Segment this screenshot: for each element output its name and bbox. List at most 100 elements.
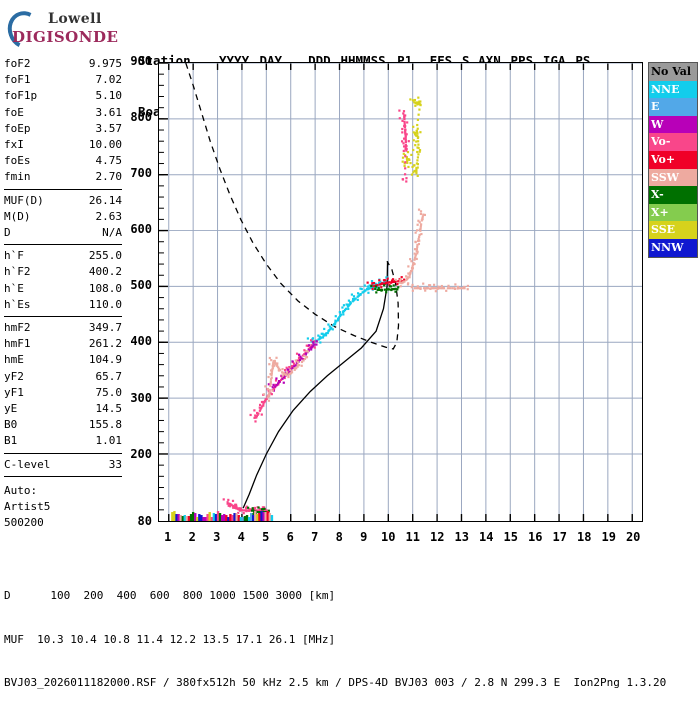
param-row-foE: foE 3.61 xyxy=(4,105,122,121)
param-row-foEs: foEs 4.75 xyxy=(4,153,122,169)
param-value: 26.14 xyxy=(88,193,122,207)
param-key: MUF(D) xyxy=(4,193,44,207)
x-axis-tick-11: 11 xyxy=(405,530,420,544)
param-key: B1 xyxy=(4,434,18,448)
legend-item-nne[interactable]: NNE xyxy=(649,80,697,99)
legend-item-e[interactable]: E xyxy=(649,98,697,116)
param-key: foF2 xyxy=(4,57,31,70)
ionogram-parameter-panel: foF2 9.975 foF1 7.02 foF1p 5.10 foE 3.61 foEp 3.5… xyxy=(4,56,122,531)
ionogram-plot-area[interactable] xyxy=(158,62,643,522)
param-key: foF1p xyxy=(4,89,38,103)
x-axis-tick-8: 8 xyxy=(335,530,343,544)
x-axis-tick-2: 2 xyxy=(188,530,196,544)
param-row-hmF1: hmF1 261.2 xyxy=(4,336,122,352)
param-value: 3.61 xyxy=(95,105,123,119)
legend-item-sse[interactable]: SSE xyxy=(649,221,697,239)
param-key: h`F xyxy=(4,249,24,263)
trace-F1-cusp-SSW xyxy=(262,350,310,402)
x-axis-tick-18: 18 xyxy=(576,530,592,544)
trace-MUF-curve xyxy=(185,63,400,350)
legend-item-w[interactable]: W xyxy=(649,115,697,134)
param-value: N/A xyxy=(102,226,122,240)
x-axis-tick-6: 6 xyxy=(286,530,294,544)
param-key: h`Es xyxy=(4,297,31,311)
plot-data-traces xyxy=(171,63,470,521)
param-row-B1: B1 1.01 xyxy=(4,433,122,449)
param-value: 255.0 xyxy=(88,249,122,263)
param-value: 108.0 xyxy=(88,281,122,295)
x-axis-tick-16: 16 xyxy=(527,530,543,544)
x-axis-tick-20: 20 xyxy=(625,530,641,544)
param-key: h`F2 xyxy=(4,265,31,279)
param-row-Clevel: C-level 33 xyxy=(4,457,122,473)
param-key: yF1 xyxy=(4,385,24,399)
param-row-foF2: foF2 9.975 xyxy=(4,56,122,72)
param-key: foF1 xyxy=(4,73,31,87)
param-value: 65.7 xyxy=(95,369,123,383)
param-value: 155.8 xyxy=(88,418,122,432)
param-value: 104.9 xyxy=(88,353,122,367)
y-axis-tick-600: 600 xyxy=(130,222,152,237)
param-row-MD: M(D) 2.63 xyxy=(4,209,122,225)
param-row-fxI: fxI 10.00 xyxy=(4,137,122,153)
x-axis-tick-14: 14 xyxy=(478,530,494,544)
lowell-digisonde-logo: Lowell DIGISONDE xyxy=(2,6,126,54)
x-axis-tick-12: 12 xyxy=(430,530,445,544)
y-axis-tick-200: 200 xyxy=(130,446,152,461)
bottom-frequency-markers xyxy=(171,511,274,521)
param-row-hEs: h`Es 110.0 xyxy=(4,297,122,313)
trace-E-region-spread xyxy=(222,498,270,515)
footer-distance-row: D 100 200 400 600 800 1000 1500 3000 [km… xyxy=(4,589,336,602)
param-row-hmF2: hmF2 349.7 xyxy=(4,320,122,336)
y-axis-tick-80: 80 xyxy=(137,514,152,528)
param-value: 110.0 xyxy=(88,297,122,311)
param-value: 10.00 xyxy=(88,138,122,152)
param-value: 14.5 xyxy=(95,402,123,416)
param-divider xyxy=(4,188,122,190)
legend-item-x-[interactable]: X- xyxy=(649,186,697,204)
param-value: 3.57 xyxy=(95,121,123,135)
legend-item-vo-[interactable]: Vo- xyxy=(649,133,697,151)
param-row-fmin: fmin 2.70 xyxy=(4,169,122,185)
x-axis-tick-17: 17 xyxy=(552,530,567,544)
param-row-foF1p: foF1p 5.10 xyxy=(4,88,122,104)
param-row-foF1: foF1 7.02 xyxy=(4,72,122,88)
trace-artifact-row-500km xyxy=(406,282,470,293)
x-axis-tick-15: 15 xyxy=(503,530,518,544)
param-key: fxI xyxy=(4,138,24,152)
y-axis-tick-500: 500 xyxy=(130,278,152,293)
legend-item-no-val[interactable]: No Val xyxy=(649,63,697,81)
footer-info: D 100 200 400 600 800 1000 1500 3000 [km… xyxy=(4,560,666,705)
legend-item-x-[interactable]: X+ xyxy=(649,203,697,222)
param-key: M(D) xyxy=(4,209,31,223)
legend-item-vo-[interactable]: Vo+ xyxy=(649,150,697,169)
param-divider xyxy=(4,452,122,454)
param-value: 4.75 xyxy=(95,154,123,168)
y-axis-tick-400: 400 xyxy=(130,334,152,349)
param-divider xyxy=(4,475,122,477)
param-key: B0 xyxy=(4,418,18,432)
footer-file-row: BVJ03_2026011182000.RSF / 380fx512h 50 k… xyxy=(4,676,667,689)
logo-lowell-text: Lowell xyxy=(48,11,102,27)
param-key: foEp xyxy=(4,121,31,135)
param-key: hmF2 xyxy=(4,321,31,335)
param-key: foE xyxy=(4,105,24,119)
trace-true-height-profile xyxy=(242,261,389,509)
legend-item-ssw[interactable]: SSW xyxy=(649,168,697,187)
polarization-direction-legend[interactable]: No Val NNE E W Vo- Vo+ SSW X- X+ SSE NNW xyxy=(648,62,698,258)
trace-high-altitude-noise-pink xyxy=(398,109,410,183)
param-row-B0: B0 155.8 xyxy=(4,417,122,433)
param-value: 2.63 xyxy=(95,209,123,223)
trace-F2-upper-branch-SSW xyxy=(394,208,426,288)
auto-line: Artist5 xyxy=(4,500,51,514)
y-axis-tick-300: 300 xyxy=(130,390,152,405)
legend-item-nnw[interactable]: NNW xyxy=(649,238,697,257)
trace-x-trace-X- xyxy=(370,284,400,294)
param-value: 400.2 xyxy=(88,265,122,279)
param-row-yF2: yF2 65.7 xyxy=(4,369,122,385)
param-key: D xyxy=(4,226,11,240)
param-value: 75.0 xyxy=(95,385,123,399)
param-row-yF1: yF1 75.0 xyxy=(4,385,122,401)
param-row-yE: yE 14.5 xyxy=(4,401,122,417)
param-key: C-level xyxy=(4,457,51,471)
